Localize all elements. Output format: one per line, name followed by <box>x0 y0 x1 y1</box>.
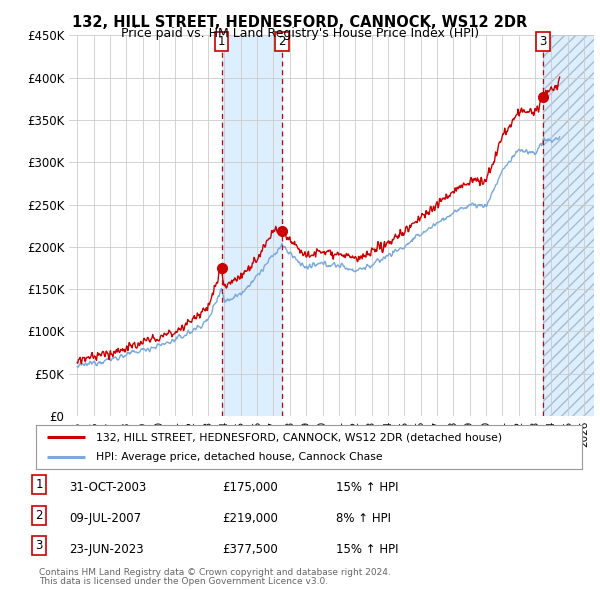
Text: Contains HM Land Registry data © Crown copyright and database right 2024.: Contains HM Land Registry data © Crown c… <box>39 568 391 577</box>
Text: £175,000: £175,000 <box>222 481 278 494</box>
Text: £377,500: £377,500 <box>222 543 278 556</box>
Text: 3: 3 <box>539 35 547 48</box>
Text: 132, HILL STREET, HEDNESFORD, CANNOCK, WS12 2DR (detached house): 132, HILL STREET, HEDNESFORD, CANNOCK, W… <box>96 432 502 442</box>
Text: 15% ↑ HPI: 15% ↑ HPI <box>336 481 398 494</box>
Text: £219,000: £219,000 <box>222 512 278 525</box>
Text: 09-JUL-2007: 09-JUL-2007 <box>69 512 141 525</box>
Text: 31-OCT-2003: 31-OCT-2003 <box>69 481 146 494</box>
Text: 3: 3 <box>35 539 43 552</box>
Text: 15% ↑ HPI: 15% ↑ HPI <box>336 543 398 556</box>
Bar <box>543 35 594 416</box>
Text: 132, HILL STREET, HEDNESFORD, CANNOCK, WS12 2DR: 132, HILL STREET, HEDNESFORD, CANNOCK, W… <box>73 15 527 30</box>
Text: This data is licensed under the Open Government Licence v3.0.: This data is licensed under the Open Gov… <box>39 577 328 586</box>
Bar <box>221 35 282 416</box>
Text: 2: 2 <box>35 509 43 522</box>
Bar <box>543 35 594 416</box>
Text: 1: 1 <box>218 35 226 48</box>
Text: 2: 2 <box>278 35 286 48</box>
Text: 23-JUN-2023: 23-JUN-2023 <box>69 543 143 556</box>
Text: 8% ↑ HPI: 8% ↑ HPI <box>336 512 391 525</box>
Text: HPI: Average price, detached house, Cannock Chase: HPI: Average price, detached house, Cann… <box>96 452 383 461</box>
Text: 1: 1 <box>35 478 43 491</box>
Text: Price paid vs. HM Land Registry's House Price Index (HPI): Price paid vs. HM Land Registry's House … <box>121 27 479 40</box>
